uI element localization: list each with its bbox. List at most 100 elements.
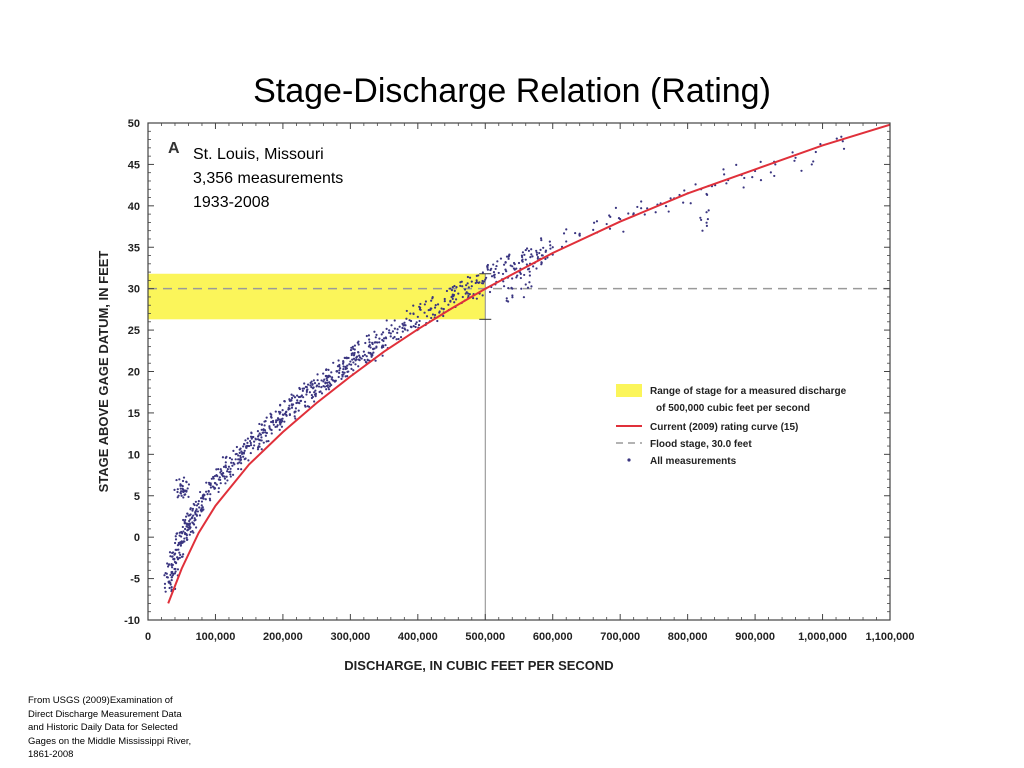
- measurement-point: [683, 189, 686, 192]
- measurement-point: [181, 525, 184, 529]
- measurement-point: [528, 274, 531, 277]
- measurement-point: [791, 151, 794, 154]
- measurement-point: [186, 512, 189, 515]
- measurement-point: [239, 459, 242, 462]
- measurement-point: [478, 281, 481, 284]
- measurement-point: [521, 251, 525, 254]
- measurement-point: [371, 342, 374, 346]
- measurement-point: [188, 519, 191, 523]
- measurement-point: [481, 279, 484, 283]
- measurement-point: [409, 312, 412, 315]
- measurement-point: [188, 514, 191, 517]
- measurement-point: [614, 206, 618, 210]
- measurement-point: [468, 292, 471, 296]
- measurement-point: [173, 567, 176, 571]
- measurement-point: [654, 211, 657, 214]
- measurement-point: [401, 330, 404, 333]
- slide-title: Stage-Discharge Relation (Rating): [253, 72, 771, 110]
- measurement-point: [525, 247, 529, 250]
- measurement-point: [565, 240, 568, 243]
- measurement-point: [464, 292, 467, 295]
- measurement-point: [842, 147, 846, 150]
- measurement-point: [349, 360, 352, 363]
- measurement-point: [364, 360, 367, 364]
- measurement-point: [434, 304, 437, 307]
- measurement-point: [205, 490, 208, 493]
- station-name: St. Louis, Missouri: [193, 146, 324, 163]
- measurement-point: [398, 325, 401, 328]
- measurement-point: [774, 163, 777, 166]
- measurement-point: [185, 490, 188, 493]
- measurement-point: [470, 285, 473, 288]
- measurement-point: [380, 345, 384, 348]
- measurement-point: [374, 336, 377, 339]
- measurement-point: [195, 513, 198, 516]
- measurement-point: [493, 273, 496, 276]
- measurement-point: [357, 343, 360, 346]
- measurement-point: [265, 416, 268, 419]
- measurement-point: [232, 449, 235, 453]
- measurement-point: [486, 263, 490, 267]
- measurement-point: [526, 286, 530, 289]
- y-tick-label: 10: [128, 449, 140, 461]
- measurement-point: [260, 423, 263, 426]
- measurement-point: [345, 356, 348, 359]
- measurement-point: [230, 458, 234, 461]
- measurement-point: [419, 308, 422, 311]
- measurement-point: [369, 346, 372, 349]
- measurement-point: [194, 510, 197, 513]
- measurement-point: [320, 379, 323, 382]
- measurement-point: [617, 217, 621, 220]
- measurement-point: [315, 384, 319, 387]
- measurement-point: [451, 293, 454, 296]
- measurement-point: [283, 420, 286, 423]
- measurement-point: [309, 384, 312, 387]
- measurement-point: [170, 585, 173, 589]
- measurement-point: [353, 353, 356, 356]
- measurement-point: [310, 385, 313, 389]
- measurement-point: [164, 590, 167, 593]
- y-tick-label: 15: [128, 408, 140, 420]
- measurement-point: [306, 383, 310, 386]
- measurement-point: [511, 265, 514, 268]
- y-tick-label: 45: [128, 159, 140, 171]
- measurement-point: [524, 283, 527, 286]
- measurement-point: [272, 423, 275, 426]
- measurement-point: [304, 405, 307, 408]
- measurement-point: [742, 186, 745, 189]
- measurement-point: [205, 481, 208, 484]
- measurement-point: [352, 361, 355, 364]
- measurement-point: [538, 251, 541, 255]
- measurement-point: [297, 409, 300, 412]
- measurement-point: [468, 276, 472, 279]
- measurement-point: [276, 417, 280, 420]
- measurement-point: [646, 207, 649, 210]
- measurement-point: [544, 250, 547, 253]
- measurement-point: [367, 345, 370, 348]
- measurement-point: [360, 357, 363, 360]
- measurement-point: [351, 358, 354, 361]
- measurement-point: [208, 483, 211, 486]
- measurement-point: [343, 356, 346, 359]
- measurement-point: [213, 481, 217, 485]
- measurement-point: [320, 392, 324, 395]
- measurement-point: [502, 263, 506, 266]
- measurement-point: [163, 582, 167, 585]
- legend-label-points: All measurements: [650, 456, 737, 467]
- measurement-point: [311, 383, 314, 386]
- measurement-point: [325, 377, 328, 380]
- measurement-point: [180, 484, 183, 487]
- measurement-point: [279, 422, 282, 425]
- measurement-point: [528, 270, 531, 273]
- measurement-point: [242, 452, 246, 455]
- measurement-point: [384, 344, 387, 347]
- measurement-point: [296, 401, 300, 404]
- measurement-point: [351, 345, 354, 349]
- measurement-point: [189, 518, 192, 521]
- measurement-point: [488, 290, 492, 294]
- measurement-point: [382, 337, 386, 340]
- measurement-point: [229, 475, 232, 478]
- measurement-point: [565, 228, 568, 231]
- measurement-point: [191, 507, 195, 510]
- measurement-point: [450, 289, 454, 292]
